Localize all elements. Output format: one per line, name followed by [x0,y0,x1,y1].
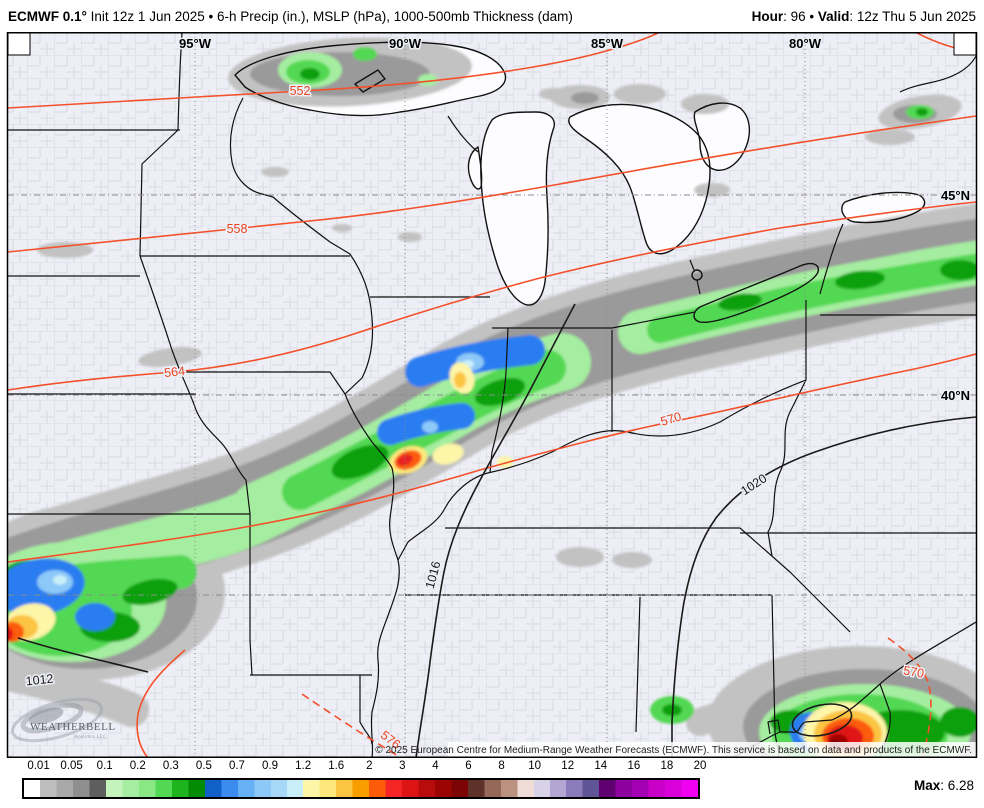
hour-valid: Hour: 96 • Valid: 12z Thu 5 Jun 2025 [751,8,976,24]
lon-label: 95°W [179,36,212,51]
colorbar-cell [24,780,41,797]
lat-label: 45°N [941,188,970,203]
colorbar-tick-label: 20 [693,760,707,772]
colorbar-tick-label: 0.1 [96,760,113,772]
lon-label: 90°W [389,36,422,51]
colorbar-cell [73,780,107,797]
max-value: Max: 6.28 [913,778,974,793]
colorbar-labels: 0.01 0.05 0.1 0.2 0.3 0.5 0.7 0.9 1.2 1.6 2 3 4 6 8 10 1… [22,760,706,775]
colorbar-cell [369,780,403,797]
colorbar-cell [270,780,304,797]
colorbar-tick-label: 0.9 [262,760,279,772]
colorbar-cell [665,780,698,797]
colorbar-cell [566,780,600,797]
pressure-label: 1012 [25,672,54,689]
colorbar-tick-label: 0.2 [129,760,146,772]
copyright-text: © 2025 European Centre for Medium-Range … [375,745,972,756]
colorbar-tick-label: 0.05 [60,760,83,772]
colorbar-tick-label: 6 [465,760,472,772]
colorbar-tick-label: 10 [528,760,542,772]
colorbar-tick-label: 1.2 [295,760,312,772]
colorbar-tick-label: 0.01 [27,760,50,772]
colorbar-cell [106,780,140,797]
colorbar-tick-label: 12 [561,760,575,772]
colorbar-tick-label: 1.6 [328,760,345,772]
colorbar-cell [434,780,468,797]
colorbar-cell [500,780,534,797]
thickness-label: 558 [227,222,248,236]
colorbar-tick-label: 0.5 [195,760,212,772]
colorbar-cell [303,780,337,797]
corner-box-left [8,33,31,56]
colorbar-tick-label: 4 [432,760,439,772]
colorbar-tick-label: 3 [399,760,406,772]
map-title: ECMWF 0.1° Init 12z 1 Jun 2025 • 6-h Pre… [8,8,573,24]
colorbar-tick-label: 8 [498,760,505,772]
colorbar-tick-label: 18 [660,760,674,772]
thickness-label: 570 [902,663,925,680]
colorbar-cell [139,780,172,797]
colorbar-cell [204,780,238,797]
colorbar [22,778,700,799]
svg-text:WEATHERBELL: WEATHERBELL [30,721,116,733]
svg-text:Analytics LLC: Analytics LLC [74,734,107,740]
colorbar-cell [40,780,74,797]
corner-box-right [953,33,976,56]
colorbar-cell [336,780,370,797]
colorbar-cell [237,780,271,797]
header-bar: ECMWF 0.1° Init 12z 1 Jun 2025 • 6-h Pre… [0,0,984,32]
colorbar-tick-label: 0.3 [162,760,179,772]
legend-bar: 0.01 0.05 0.1 0.2 0.3 0.5 0.7 0.9 1.2 1.6 2 3 4 6 8 10 1… [0,758,984,808]
mslp-contours [17,303,976,757]
lon-label: 80°W [789,36,822,51]
colorbar-cell [171,780,205,797]
colorbar-cell [402,780,435,797]
colorbar-tick-label: 0.7 [228,760,245,772]
lon-label: 85°W [591,36,624,51]
map-area: 552 558 564 570 576 570 1016 1020 1012 9… [0,32,984,758]
colorbar-tick-label: 14 [594,760,608,772]
weather-map: 552 558 564 570 576 570 1016 1020 1012 9… [6,32,978,758]
thickness-label: 564 [163,364,185,380]
colorbar-cell [467,780,501,797]
colorbar-tick-label: 2 [366,760,373,772]
lat-label: 40°N [941,388,970,403]
weatherbell-logo: WEATHERBELL Analytics LLC [11,697,116,743]
colorbar-cell [533,780,567,797]
copyright-strip [448,742,976,757]
colorbar-cell [599,780,633,797]
graticule-labels: 95°W 90°W 85°W 80°W 45°N 40°N [178,35,972,405]
map-border [6,32,978,758]
thickness-contours [8,33,976,757]
thickness-label: 552 [290,84,311,98]
colorbar-cell [632,780,666,797]
colorbar-tick-label: 16 [627,760,641,772]
